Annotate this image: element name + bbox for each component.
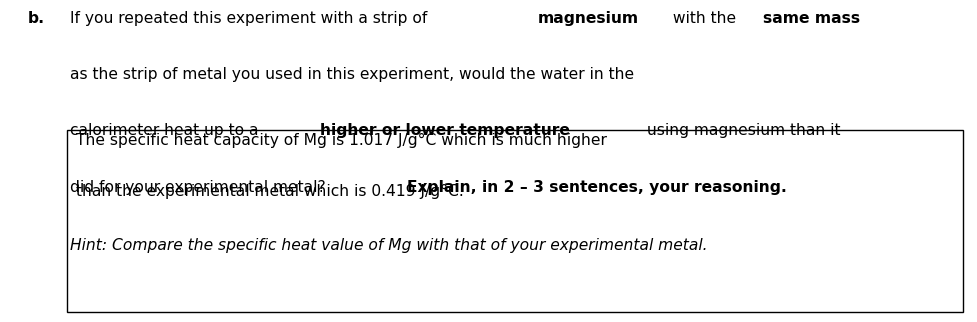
Text: same mass: same mass [762, 11, 859, 25]
Bar [66, 130, 962, 312]
Text: higher or lower temperature: higher or lower temperature [319, 123, 570, 138]
Text: If you repeated this experiment with a strip of: If you repeated this experiment with a s… [70, 11, 432, 25]
Text: with the: with the [667, 11, 741, 25]
Text: using magnesium than it: using magnesium than it [642, 123, 840, 138]
Text: did for your experimental metal?: did for your experimental metal? [70, 180, 330, 194]
Text: than the experimental metal which is 0.419 J/g°C.: than the experimental metal which is 0.4… [76, 185, 463, 199]
Text: calorimeter heat up to a: calorimeter heat up to a [70, 123, 264, 138]
Text: as the strip of metal you used in this experiment, would the water in the: as the strip of metal you used in this e… [70, 67, 634, 82]
Text: Explain, in 2 – 3 sentences, your reasoning.: Explain, in 2 – 3 sentences, your reason… [406, 180, 786, 194]
Text: The specific heat capacity of Mg is 1.017 J/g°C which is much higher: The specific heat capacity of Mg is 1.01… [76, 133, 607, 148]
Text: Hint: Compare the specific heat value of Mg with that of your experimental metal: Hint: Compare the specific heat value of… [70, 238, 707, 252]
Text: b.: b. [27, 11, 45, 25]
Text: magnesium: magnesium [537, 11, 638, 25]
